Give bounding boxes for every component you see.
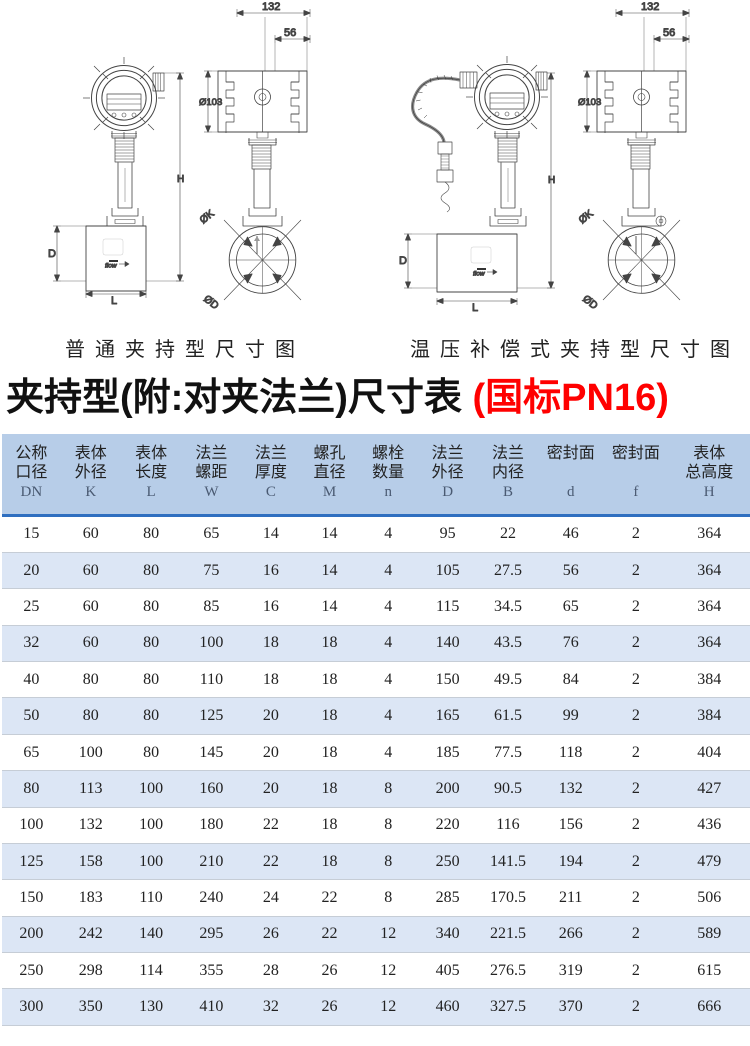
svg-text:56: 56	[663, 27, 675, 39]
svg-text:132: 132	[262, 1, 280, 13]
svg-text:132: 132	[641, 1, 659, 13]
svg-text:ØD: ØD	[201, 293, 221, 312]
svg-text:L: L	[472, 302, 478, 314]
svg-text:Ø103: Ø103	[578, 97, 601, 108]
svg-text:flow: flow	[105, 263, 118, 270]
svg-text:Ø103: Ø103	[199, 97, 222, 108]
svg-text:D: D	[48, 248, 56, 260]
svg-text:L: L	[111, 295, 117, 307]
svg-text:ØK: ØK	[576, 208, 595, 227]
svg-text:D: D	[399, 255, 407, 267]
svg-text:H: H	[177, 174, 184, 185]
svg-text:ØK: ØK	[197, 208, 216, 227]
svg-text:56: 56	[284, 27, 296, 39]
svg-text:H: H	[548, 175, 555, 186]
svg-text:flow: flow	[473, 271, 486, 278]
svg-text:ØD: ØD	[580, 293, 600, 312]
